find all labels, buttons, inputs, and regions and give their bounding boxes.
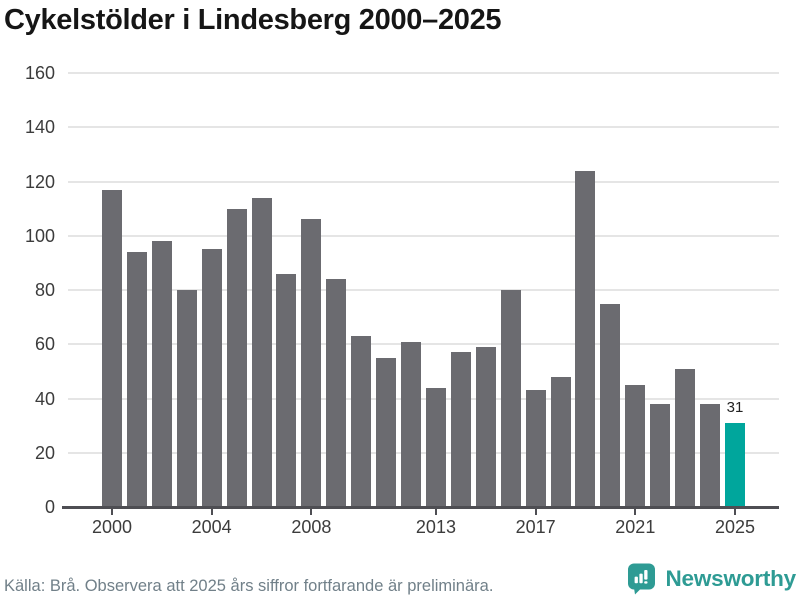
x-tick-label-2000: 2000 [91, 517, 133, 537]
bar-2001 [126, 252, 147, 507]
y-tick-label-160: 160 [24, 63, 55, 83]
bar-2023 [675, 368, 696, 507]
bar-2011 [376, 357, 397, 507]
newsworthy-logo[interactable]: Newsworthy [627, 562, 796, 595]
gridline-140 [68, 126, 779, 129]
gridline-60 [68, 343, 779, 346]
bar-2014 [450, 352, 471, 507]
y-tick-label-80: 80 [34, 280, 55, 300]
bar-2018 [550, 376, 571, 507]
x-tick-label-2013: 2013 [415, 517, 456, 537]
y-tick-label-20: 20 [34, 442, 55, 463]
source-note: Källa: Brå. Observera att 2025 års siffr… [4, 577, 494, 595]
x-tick-2021 [634, 509, 637, 515]
gridline-160 [68, 72, 779, 74]
gridline-100 [68, 234, 779, 237]
bar-2007 [276, 273, 297, 507]
newsworthy-wordmark[interactable]: Newsworthy [665, 565, 796, 591]
bar-2000 [102, 189, 122, 507]
x-tick-label-2021: 2021 [615, 517, 656, 537]
bar-2002 [151, 241, 172, 507]
bar-2020 [600, 303, 621, 507]
x-tick-2008 [310, 509, 313, 515]
newsworthy-logo-icon [628, 563, 656, 595]
bar-2013 [425, 387, 446, 507]
x-axis-line [62, 506, 779, 509]
bar-2012 [401, 341, 422, 507]
y-tick-label-140: 140 [24, 117, 55, 138]
bar-2008 [301, 219, 322, 507]
bar-2025 [725, 422, 745, 507]
chart-title: Cykelstölder i Lindesberg 2000–2025 [4, 4, 502, 36]
bar-value-label: 31 [726, 398, 744, 416]
bar-2004 [201, 249, 222, 507]
bar-2003 [176, 290, 197, 507]
y-tick-label-100: 100 [24, 225, 55, 246]
bar-2024 [700, 403, 721, 507]
y-tick-label-40: 40 [34, 388, 55, 409]
gridline-40 [68, 397, 779, 400]
y-tick-label-120: 120 [24, 171, 55, 192]
x-tick-2000 [111, 509, 113, 515]
bar-2022 [650, 403, 671, 507]
bar-2021 [625, 384, 646, 507]
x-tick-label-2008: 2008 [291, 517, 332, 537]
x-tick-label-2017: 2017 [515, 517, 556, 537]
bar-2015 [475, 346, 496, 507]
x-tick-label-2004: 2004 [191, 517, 232, 537]
x-tick-2004 [210, 509, 213, 515]
x-tick-2013 [434, 509, 437, 515]
bar-2009 [326, 279, 347, 507]
y-tick-label-60: 60 [34, 334, 55, 355]
bar-2006 [251, 197, 272, 507]
x-tick-2025 [734, 509, 736, 515]
gridline-20 [68, 451, 779, 454]
bar-2019 [575, 170, 596, 507]
gridline-120 [68, 180, 779, 183]
y-tick-label-0: 0 [44, 497, 55, 517]
bar-2010 [351, 336, 372, 507]
x-tick-label-2025: 2025 [714, 517, 756, 537]
bar-2005 [226, 208, 247, 507]
x-tick-2017 [534, 509, 537, 515]
gridline-80 [68, 289, 779, 291]
bar-2016 [500, 290, 521, 507]
bar-2017 [525, 390, 546, 507]
